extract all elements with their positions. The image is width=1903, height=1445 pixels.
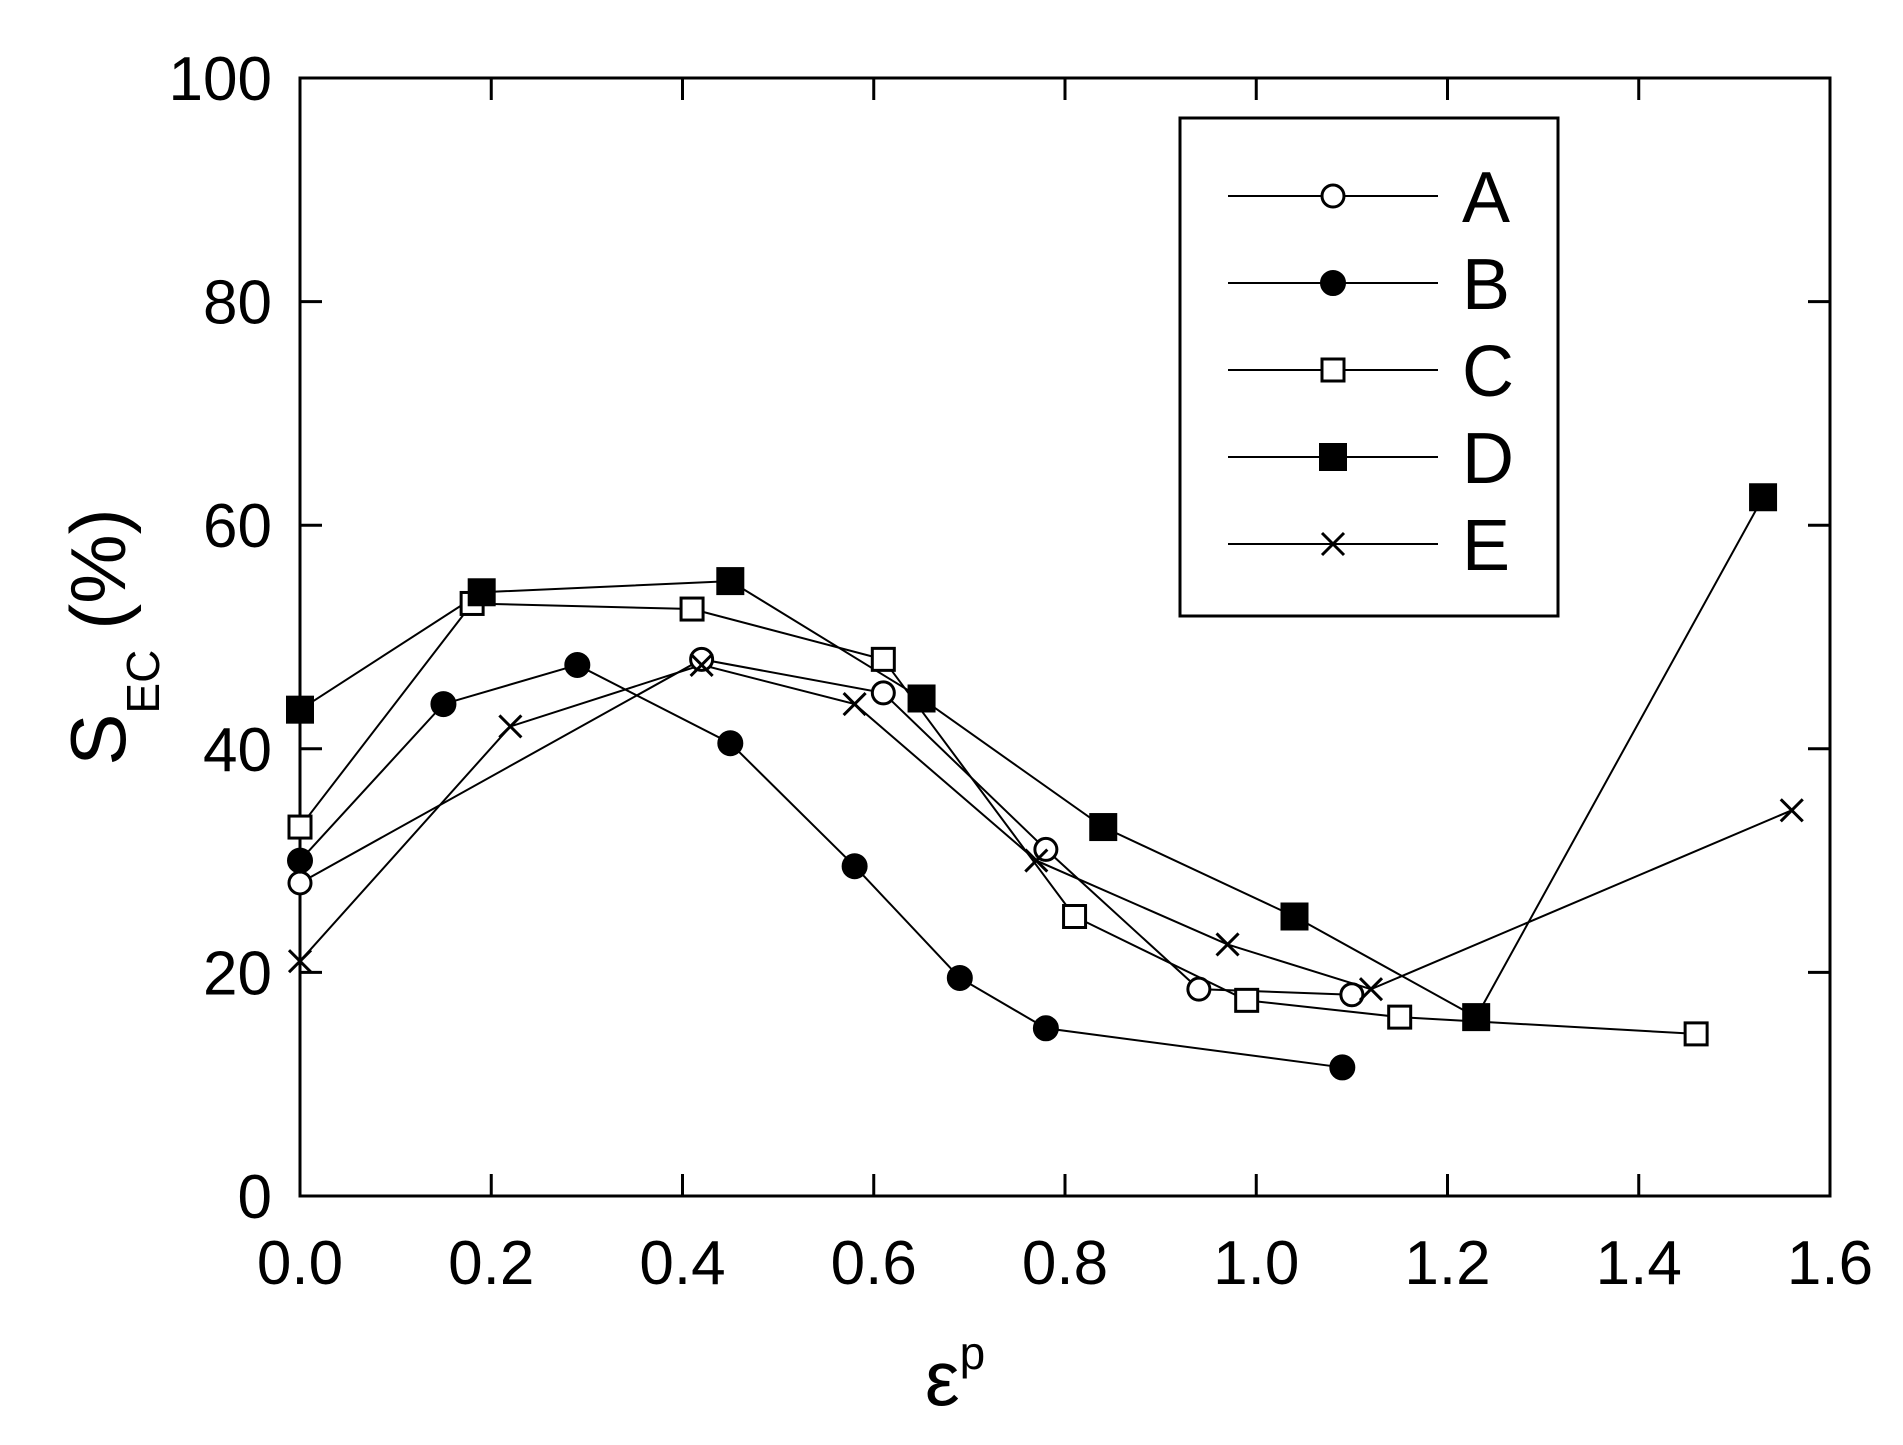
data-point-e xyxy=(1215,932,1240,957)
legend-marker-a xyxy=(1320,183,1346,209)
data-point-b xyxy=(841,853,868,880)
y-tick-label: 100 xyxy=(169,45,272,114)
legend-label-b: B xyxy=(1462,245,1510,325)
data-point-b xyxy=(430,691,457,718)
data-point-e xyxy=(1779,798,1804,823)
data-point-e xyxy=(689,652,714,678)
series-line-b xyxy=(299,663,1343,1069)
data-point-c xyxy=(1683,1021,1709,1047)
y-tick-label: 40 xyxy=(203,716,272,785)
series-line-a xyxy=(299,658,1352,996)
x-tick-label: 0.6 xyxy=(831,1229,917,1298)
legend-marker-c xyxy=(1320,357,1346,383)
y-axis-label: S xyxy=(54,714,142,766)
y-tick-label: 60 xyxy=(203,492,272,561)
data-point-a xyxy=(1186,976,1212,1002)
series-line-e xyxy=(299,663,1793,991)
data-point-d xyxy=(1749,483,1778,512)
data-point-e xyxy=(287,949,313,974)
y-tick-label: 20 xyxy=(203,939,272,1008)
x-tick-label: 1.2 xyxy=(1404,1229,1490,1298)
data-point-b xyxy=(1032,1015,1059,1042)
series-line-d xyxy=(299,496,1764,1019)
data-point-d xyxy=(1462,1003,1491,1032)
axis-ticks: 0.0 0.2 0.4 0.6 0.8 1.0 1.2 1.4 1.6 0 20 40 60 80 100 xyxy=(169,45,1874,1298)
x-tick-label: 0.2 xyxy=(448,1229,534,1298)
x-axis-title: εp xyxy=(925,1327,985,1422)
legend-entry-c: C xyxy=(1228,332,1514,412)
data-point-b xyxy=(1329,1054,1356,1081)
y-axis-title: SEC (%) xyxy=(54,508,169,765)
data-point-e xyxy=(498,714,523,739)
x-tick-label: 1.6 xyxy=(1787,1229,1873,1298)
x-axis-label-superscript: p xyxy=(960,1327,986,1379)
data-point-a xyxy=(689,646,715,672)
legend-label-a: A xyxy=(1462,158,1510,238)
series-lines xyxy=(299,496,1793,1069)
x-axis-label: ε xyxy=(925,1334,960,1422)
data-point-b xyxy=(287,847,313,874)
y-axis-label-subscript: EC xyxy=(117,650,169,714)
legend-marker-d xyxy=(1319,443,1347,471)
data-point-c xyxy=(679,596,705,622)
series-markers xyxy=(286,483,1804,1081)
data-point-a xyxy=(1339,982,1365,1008)
data-point-b xyxy=(717,730,744,757)
data-point-d xyxy=(907,684,936,713)
legend-entry-e: E xyxy=(1228,506,1510,586)
legend-label-c: C xyxy=(1462,332,1514,412)
data-point-d xyxy=(716,567,745,596)
data-point-a xyxy=(287,870,313,896)
data-point-b xyxy=(564,651,591,678)
legend-marker-e xyxy=(1320,531,1346,557)
y-axis-label-unit: (%) xyxy=(54,508,142,629)
legend-entry-d: D xyxy=(1228,419,1514,499)
y-tick-label: 80 xyxy=(203,269,272,338)
data-point-c xyxy=(287,814,313,840)
legend-label-e: E xyxy=(1462,506,1510,586)
data-point-c xyxy=(1234,987,1260,1013)
legend-marker-b xyxy=(1320,270,1346,296)
x-tick-label: 1.4 xyxy=(1596,1229,1682,1298)
data-point-d xyxy=(467,578,496,607)
data-point-a xyxy=(870,680,896,706)
data-point-c xyxy=(1062,904,1088,929)
data-point-c xyxy=(1387,1004,1413,1030)
x-tick-label: 1.0 xyxy=(1213,1229,1299,1298)
legend-box xyxy=(1178,116,1560,618)
data-point-c xyxy=(870,646,896,672)
legend-label-d: D xyxy=(1462,419,1514,499)
x-tick-label: 0.0 xyxy=(257,1229,343,1298)
data-point-d xyxy=(286,695,314,724)
data-point-e xyxy=(842,692,867,717)
x-tick-label: 0.4 xyxy=(639,1229,725,1298)
x-tick-label: 0.8 xyxy=(1022,1229,1108,1298)
data-point-d xyxy=(1280,902,1309,931)
data-point-b xyxy=(946,964,973,991)
series-line-c xyxy=(299,602,1697,1035)
y-tick-label: 0 xyxy=(238,1163,272,1232)
legend-entry-a: A xyxy=(1228,158,1510,238)
legend-entry-b: B xyxy=(1228,245,1510,325)
data-point-e xyxy=(1024,848,1049,873)
data-point-d xyxy=(1089,813,1118,842)
data-point-e xyxy=(1358,977,1384,1002)
